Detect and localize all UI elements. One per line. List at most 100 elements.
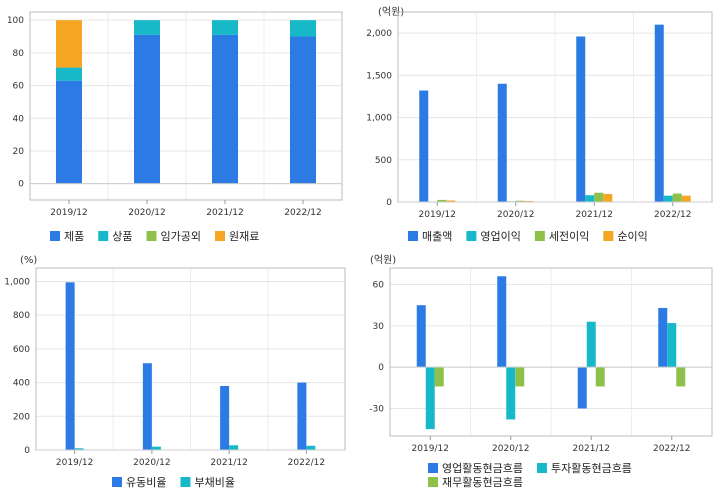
x-tick-label: 2021/12 bbox=[206, 208, 243, 218]
bar bbox=[142, 363, 152, 450]
bar bbox=[74, 448, 84, 450]
x-tick-label: 2020/12 bbox=[128, 208, 165, 218]
x-tick-label: 2019/12 bbox=[56, 458, 93, 468]
y-tick-label: 0 bbox=[24, 446, 30, 456]
x-tick-label: 2020/12 bbox=[497, 210, 534, 220]
y-tick-label: 80 bbox=[13, 49, 25, 59]
x-tick-label: 2021/12 bbox=[576, 210, 613, 220]
bar bbox=[586, 321, 596, 368]
bar bbox=[497, 276, 507, 368]
x-tick-label: 2022/12 bbox=[653, 444, 690, 454]
bar bbox=[306, 445, 316, 450]
bar bbox=[603, 193, 613, 202]
y-tick-label: 40 bbox=[13, 114, 25, 124]
bar bbox=[663, 195, 673, 202]
legend-label: 영업이익 bbox=[480, 230, 520, 243]
y-tick-label: 600 bbox=[13, 345, 30, 355]
legend-label: 세전이익 bbox=[549, 230, 589, 243]
bar bbox=[434, 367, 444, 387]
y-tick-label: 200 bbox=[13, 412, 30, 422]
x-tick-label: 2022/12 bbox=[284, 208, 321, 218]
bar bbox=[585, 195, 595, 202]
bar bbox=[425, 367, 435, 430]
bar bbox=[577, 367, 587, 409]
y-tick-label: 60 bbox=[13, 82, 25, 92]
y-tick-label: 1,000 bbox=[366, 114, 392, 124]
bar bbox=[229, 445, 239, 450]
x-tick-label: 2019/12 bbox=[412, 444, 449, 454]
bar bbox=[65, 282, 75, 450]
bar bbox=[134, 20, 160, 35]
y-tick-label: 800 bbox=[13, 311, 30, 321]
legend-swatch bbox=[180, 477, 191, 487]
x-tick-label: 2020/12 bbox=[133, 458, 170, 468]
y-tick-label: 100 bbox=[7, 16, 24, 26]
y-tick-label: 500 bbox=[375, 156, 392, 166]
chart-1: 0 20 40 60 80 100 2019/12 2020/12 2021/12 2022/12… bbox=[7, 11, 343, 243]
bar bbox=[134, 34, 160, 184]
x-tick-label: 2019/12 bbox=[419, 210, 456, 220]
bar bbox=[658, 307, 668, 368]
x-tick-label: 2020/12 bbox=[492, 444, 529, 454]
bar bbox=[212, 20, 238, 35]
x-tick-label: 2019/12 bbox=[50, 208, 87, 218]
bar bbox=[595, 367, 605, 387]
bar bbox=[515, 200, 525, 202]
legend-swatch bbox=[428, 477, 438, 487]
bar bbox=[419, 90, 429, 202]
y-tick-label: -30 bbox=[369, 404, 384, 414]
y-tick-label: 0 bbox=[386, 198, 392, 208]
plot-frame bbox=[389, 267, 713, 437]
bar bbox=[297, 382, 307, 450]
legend-label: 투자활동현금흐름 bbox=[551, 461, 632, 475]
bar bbox=[654, 24, 664, 202]
legend-swatch bbox=[214, 231, 225, 241]
y-tick-label: 1,000 bbox=[4, 277, 30, 287]
legend-swatch bbox=[428, 463, 438, 473]
x-tick-label: 2022/12 bbox=[288, 458, 325, 468]
bar bbox=[676, 367, 686, 387]
legend-swatch bbox=[466, 231, 477, 241]
legend-label: 영업활동현금흐름 bbox=[442, 461, 523, 475]
bar bbox=[681, 195, 691, 202]
y-tick-label: 0 bbox=[378, 363, 384, 373]
bar bbox=[524, 200, 534, 202]
y-tick-label: 30 bbox=[373, 322, 385, 332]
chart-3: (%) 0 200 400 600 800 1,000 2019/12 2020/12 2021/… bbox=[4, 255, 346, 489]
legend-label: 부채비율 bbox=[194, 476, 234, 489]
bar bbox=[446, 200, 456, 202]
x-tick-label: 2022/12 bbox=[654, 210, 691, 220]
legend-label: 제품 bbox=[64, 230, 84, 243]
bar bbox=[290, 20, 316, 37]
bar bbox=[497, 83, 507, 202]
bar bbox=[667, 323, 677, 368]
y-tick-label: 0 bbox=[18, 180, 24, 190]
bar bbox=[56, 20, 82, 68]
bar bbox=[506, 367, 516, 420]
y-tick-label: 2,000 bbox=[366, 29, 392, 39]
legend-swatch bbox=[603, 231, 614, 241]
y-tick-label: 20 bbox=[13, 147, 25, 157]
legend-swatch bbox=[50, 231, 60, 241]
y-tick-label: 60 bbox=[373, 281, 385, 291]
bar bbox=[515, 367, 525, 387]
legend-swatch bbox=[98, 231, 109, 241]
legend-label: 재무활동현금흐름 bbox=[442, 475, 523, 489]
bar bbox=[212, 34, 238, 184]
y-tick-label: 1,500 bbox=[366, 71, 392, 81]
bar bbox=[151, 446, 161, 450]
bar bbox=[220, 385, 230, 450]
legend-label: 유동비율 bbox=[126, 476, 166, 489]
bar bbox=[56, 67, 82, 81]
bar bbox=[594, 192, 604, 202]
x-tick-label: 2021/12 bbox=[210, 458, 247, 468]
y-tick-label: 400 bbox=[13, 379, 30, 389]
legend-swatch bbox=[408, 231, 418, 241]
legend-swatch bbox=[534, 231, 545, 241]
bar bbox=[56, 80, 82, 184]
plot-frame bbox=[29, 11, 343, 201]
legend-label: 매출액 bbox=[422, 230, 452, 243]
bar bbox=[290, 36, 316, 184]
